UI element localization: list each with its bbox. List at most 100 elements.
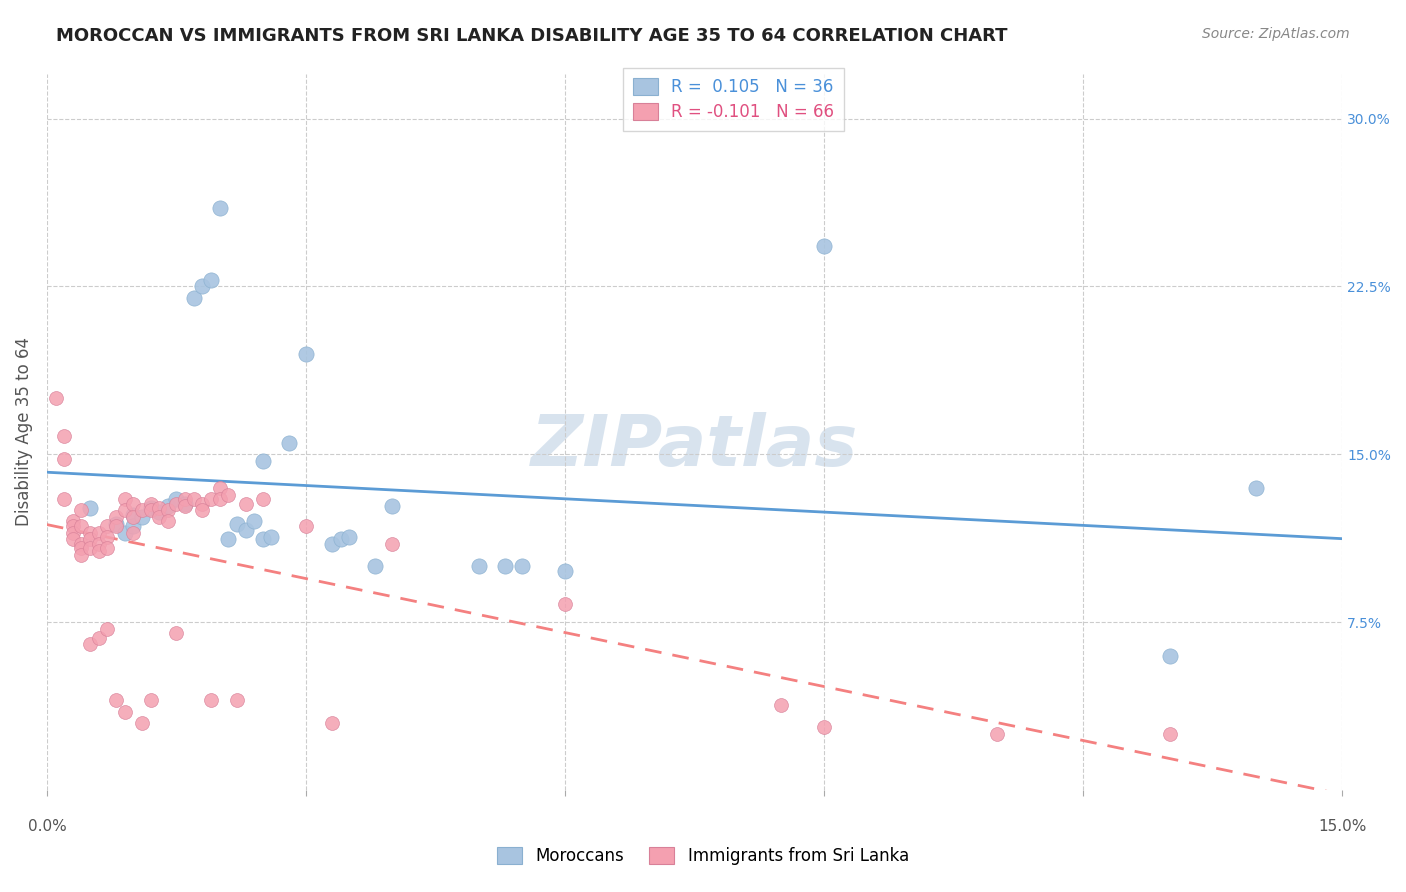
Point <box>174 496 197 510</box>
Point <box>235 496 257 510</box>
Point <box>554 597 576 611</box>
Point <box>53 429 76 443</box>
Point <box>79 638 101 652</box>
Point <box>70 537 93 551</box>
Point <box>191 279 214 293</box>
Point <box>295 346 318 360</box>
Point <box>96 622 118 636</box>
Point <box>200 693 222 707</box>
Point <box>329 533 352 547</box>
Point <box>217 487 239 501</box>
Point <box>813 239 835 253</box>
Point <box>235 524 257 538</box>
Point <box>252 533 274 547</box>
Point <box>156 515 179 529</box>
Point <box>156 499 179 513</box>
Point <box>96 541 118 556</box>
Point <box>191 503 214 517</box>
Point <box>183 291 205 305</box>
Point <box>200 491 222 506</box>
Point <box>321 537 343 551</box>
Point <box>510 559 533 574</box>
Point <box>104 693 127 707</box>
Point <box>191 496 214 510</box>
Point <box>165 626 187 640</box>
Point <box>148 501 170 516</box>
Point <box>156 503 179 517</box>
Point <box>53 491 76 506</box>
Point <box>114 525 136 540</box>
Point <box>295 519 318 533</box>
Point <box>122 510 145 524</box>
Point <box>183 491 205 506</box>
Point <box>79 501 101 516</box>
Point <box>96 519 118 533</box>
Point <box>225 693 247 707</box>
Point <box>139 693 162 707</box>
Point <box>104 516 127 531</box>
Point <box>208 491 231 506</box>
Text: 0.0%: 0.0% <box>28 819 66 833</box>
Point <box>165 491 187 506</box>
Text: MOROCCAN VS IMMIGRANTS FROM SRI LANKA DISABILITY AGE 35 TO 64 CORRELATION CHART: MOROCCAN VS IMMIGRANTS FROM SRI LANKA DI… <box>56 27 1008 45</box>
Point <box>1244 481 1267 495</box>
Point <box>87 537 110 551</box>
Point <box>364 559 387 574</box>
Text: 15.0%: 15.0% <box>1317 819 1367 833</box>
Point <box>114 705 136 719</box>
Point <box>70 519 93 533</box>
Point <box>769 698 792 712</box>
Point <box>104 510 127 524</box>
Point <box>148 506 170 520</box>
Point <box>1159 727 1181 741</box>
Point <box>122 496 145 510</box>
Point <box>62 525 84 540</box>
Point <box>277 436 299 450</box>
Point <box>131 510 153 524</box>
Point <box>79 525 101 540</box>
Point <box>122 519 145 533</box>
Point <box>79 541 101 556</box>
Point <box>87 631 110 645</box>
Point <box>1159 648 1181 663</box>
Point <box>494 559 516 574</box>
Point <box>122 525 145 540</box>
Point <box>131 503 153 517</box>
Point <box>208 481 231 495</box>
Point <box>381 499 404 513</box>
Point <box>131 715 153 730</box>
Text: ZIPatlas: ZIPatlas <box>531 412 858 481</box>
Text: Source: ZipAtlas.com: Source: ZipAtlas.com <box>1202 27 1350 41</box>
Point <box>813 720 835 734</box>
Point <box>554 564 576 578</box>
Point <box>200 273 222 287</box>
Point <box>70 548 93 562</box>
Point <box>467 559 489 574</box>
Point <box>87 525 110 540</box>
Point <box>381 537 404 551</box>
Point <box>208 201 231 215</box>
Point <box>139 503 162 517</box>
Point <box>114 503 136 517</box>
Point <box>114 491 136 506</box>
Point <box>62 515 84 529</box>
Point <box>321 715 343 730</box>
Point <box>96 530 118 544</box>
Y-axis label: Disability Age 35 to 64: Disability Age 35 to 64 <box>15 337 32 526</box>
Point <box>148 510 170 524</box>
Point <box>260 530 283 544</box>
Legend: Moroccans, Immigrants from Sri Lanka: Moroccans, Immigrants from Sri Lanka <box>486 837 920 875</box>
Point <box>87 543 110 558</box>
Point <box>79 533 101 547</box>
Point <box>252 454 274 468</box>
Point <box>44 392 66 406</box>
Point <box>217 533 239 547</box>
Point <box>104 519 127 533</box>
Point <box>165 496 187 510</box>
Point <box>174 499 197 513</box>
Point <box>122 508 145 522</box>
Point <box>243 515 266 529</box>
Point <box>62 519 84 533</box>
Point <box>62 533 84 547</box>
Point <box>252 491 274 506</box>
